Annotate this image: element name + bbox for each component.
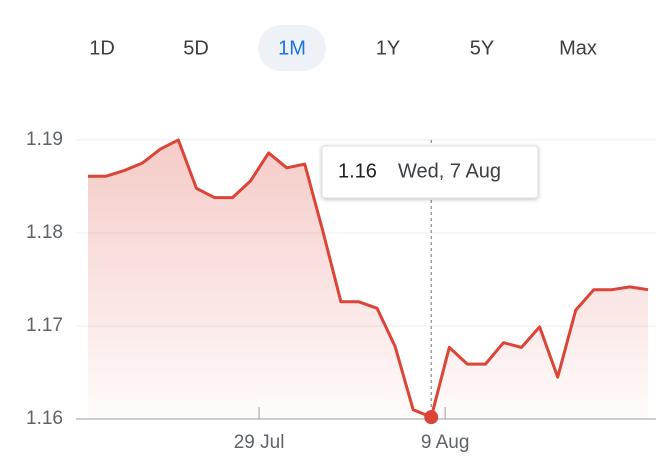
tab-label: 5D (183, 37, 209, 59)
tab-label: 5Y (470, 37, 494, 59)
tab-label: 1M (278, 37, 306, 59)
y-tick-label: 1.16 (26, 408, 63, 429)
y-tick-label: 1.17 (26, 315, 63, 336)
tooltip-date: Wed, 7 Aug (398, 160, 501, 182)
tab-label: Max (559, 37, 597, 59)
range-tab[interactable]: 1D (89, 37, 115, 59)
tooltip-value: 1.16 (338, 160, 377, 182)
hover-point (424, 410, 439, 425)
range-tab[interactable]: 1M (258, 25, 326, 71)
tab-label: 1Y (376, 37, 400, 59)
tab-highlight (258, 25, 326, 71)
tooltip-box (321, 145, 539, 199)
range-tab[interactable]: 5D (183, 37, 209, 59)
tab-label: 1D (89, 37, 115, 59)
range-tabs: 1D 5D 1M 1Y 5Y Max (89, 25, 597, 71)
range-tab[interactable]: 5Y (470, 37, 494, 59)
area-fill (88, 139, 648, 419)
y-tick-label: 1.18 (26, 222, 63, 243)
plot: 1.16 1.17 1.18 1.19 29 Jul 9 Aug 1.16 Wed, 7 Au… (26, 129, 656, 453)
x-tick-label: 9 Aug (421, 432, 470, 453)
range-tab[interactable]: 1Y (376, 37, 400, 59)
x-tick-label: 29 Jul (234, 432, 285, 453)
y-tick-label: 1.19 (26, 129, 63, 150)
tooltip: 1.16 Wed, 7 Aug (321, 145, 539, 199)
price-line (88, 138, 649, 419)
range-tab[interactable]: Max (559, 37, 597, 59)
